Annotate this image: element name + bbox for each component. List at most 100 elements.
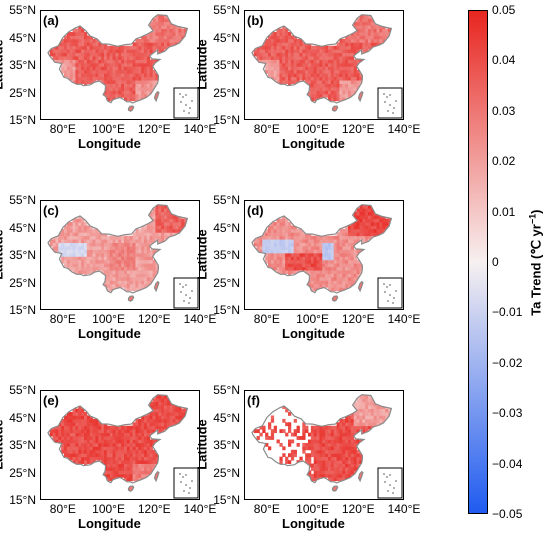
grid-cell: [109, 449, 113, 454]
grid-cell: [104, 256, 108, 261]
grid-cell: [268, 73, 272, 78]
grid-cell: [146, 446, 151, 451]
grid-cell: [81, 69, 85, 74]
grid-cell: [64, 252, 68, 257]
grid-cell: [333, 49, 337, 54]
grid-cell: [104, 235, 108, 240]
grid-cell: [313, 90, 317, 95]
grid-cell: [81, 422, 85, 427]
grid-cell: [152, 80, 156, 84]
grid-cell: [101, 239, 105, 244]
grid-cell: [55, 45, 59, 50]
south-china-sea-inset: [173, 87, 199, 119]
grid-cell: [302, 246, 306, 250]
grid-cell: [362, 232, 366, 237]
grid-cell: [290, 42, 295, 47]
grid-cell: [92, 432, 96, 437]
country-border: [251, 14, 393, 104]
x-tick-label: 100°E: [296, 502, 329, 516]
grid-cell: [308, 456, 312, 461]
grid-cell: [345, 460, 349, 464]
grid-cell: [155, 28, 159, 33]
grid-cell: [164, 401, 168, 406]
grid-cell: [319, 73, 323, 78]
x-tick-label: 100°E: [92, 502, 125, 516]
grid-cell: [86, 415, 91, 420]
grid-cell: [92, 252, 96, 257]
grid-cell: [84, 35, 88, 40]
grid-cell: [265, 228, 269, 233]
grid-cell: [106, 470, 111, 475]
grid-cell: [112, 83, 116, 88]
grid-cell: [313, 76, 317, 81]
grid-cell: [285, 249, 289, 254]
grid-cell: [104, 280, 108, 285]
grid-cell: [166, 398, 171, 403]
grid-cell: [106, 287, 111, 292]
grid-cell: [89, 38, 93, 43]
grid-cell: [112, 249, 116, 254]
grid-cell: [288, 73, 292, 78]
grid-cell: [342, 467, 346, 471]
grid-cell: [348, 45, 352, 50]
grid-cell: [316, 83, 320, 88]
grid-cell: [161, 228, 165, 233]
grid-cell: [75, 59, 79, 64]
grid-cell: [61, 439, 65, 444]
grid-cell: [81, 429, 85, 434]
grid-cell: [350, 73, 355, 78]
grid-cell: [368, 42, 372, 47]
grid-cell: [313, 45, 317, 50]
grid-cell: [299, 45, 303, 50]
grid-cell: [115, 283, 119, 288]
grid-cell: [368, 412, 372, 416]
grid-cell: [72, 412, 76, 416]
grid-cell: [336, 477, 340, 482]
grid-cell: [325, 266, 329, 271]
grid-cell: [279, 270, 283, 274]
grid-cell: [121, 259, 125, 264]
grid-cell: [299, 239, 303, 244]
grid-cell: [385, 32, 389, 36]
grid-cell: [345, 38, 349, 43]
grid-cell: [302, 256, 306, 261]
grid-cell: [169, 232, 173, 237]
grid-cell: [288, 242, 292, 247]
grid-cell: [95, 453, 99, 458]
grid-cell: [81, 52, 85, 57]
grid-cell: [339, 252, 343, 257]
grid-cell: [308, 263, 312, 268]
grid-cell: [382, 222, 386, 226]
grid-cell: [58, 52, 62, 57]
grid-cell: [310, 259, 315, 264]
grid-cell: [132, 249, 136, 254]
grid-cell: [81, 432, 85, 437]
grid-cell: [121, 460, 125, 464]
grid-cell: [288, 66, 292, 71]
grid-cell: [126, 425, 131, 430]
grid-cell: [348, 242, 352, 247]
map-frame: [40, 390, 200, 500]
grid-cell: [316, 80, 320, 84]
grid-cell: [169, 28, 173, 33]
grid-cell: [345, 93, 349, 98]
grid-cell: [126, 242, 131, 247]
grid-cell: [285, 242, 289, 247]
grid-cell: [161, 204, 165, 209]
grid-cell: [86, 235, 91, 240]
x-axis-title: Longitude: [78, 516, 141, 531]
x-tick-label: 140°E: [387, 502, 421, 516]
grid-cell: [78, 408, 82, 413]
colorbar-tick-label: −0.05: [492, 507, 523, 521]
grid-cell: [129, 69, 133, 74]
panel-label: (e): [43, 393, 59, 408]
grid-cell: [273, 259, 277, 264]
grid-cell: [158, 14, 162, 19]
grid-cell: [350, 235, 355, 240]
grid-cell: [149, 42, 153, 47]
grid-cell: [305, 256, 309, 261]
grid-cell: [92, 49, 96, 54]
grid-cell: [181, 408, 185, 413]
grid-cell: [259, 52, 263, 57]
grid-cell: [288, 442, 292, 447]
